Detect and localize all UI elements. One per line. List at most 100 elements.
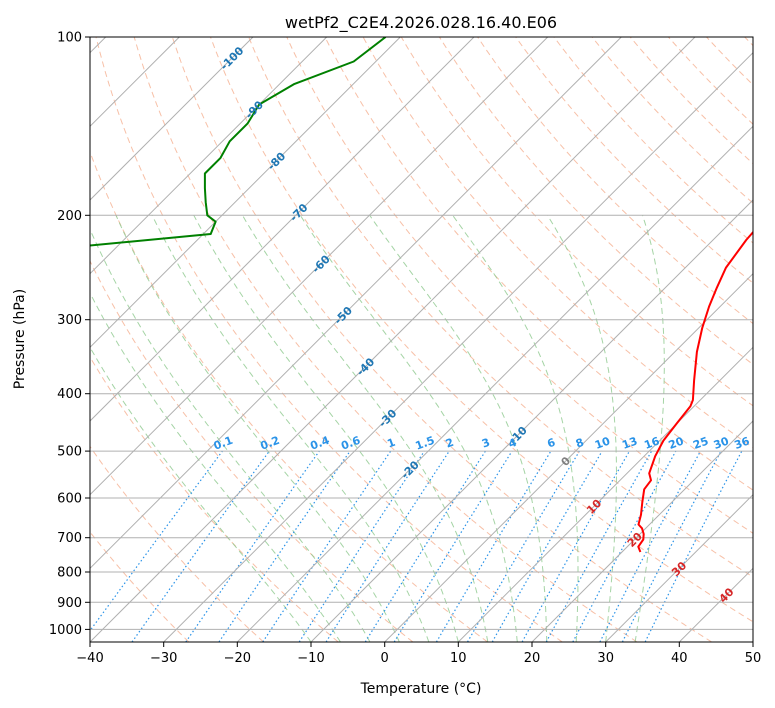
x-tick-label: −10 — [297, 651, 324, 666]
moist-adiabat — [634, 215, 665, 642]
moist-adiabat — [193, 215, 459, 642]
x-tick-label: 10 — [450, 651, 467, 666]
y-tick-label: 100 — [57, 31, 82, 46]
y-axis-label: Pressure (hPa) — [12, 289, 28, 389]
x-tick-label: −40 — [76, 651, 103, 666]
dewpoint-line — [90, 37, 387, 247]
mixing-ratio-label: 2 — [444, 436, 456, 451]
mixing-ratio-label: 1 — [385, 436, 397, 451]
y-tick-label: 800 — [57, 566, 82, 581]
moist-adiabat — [452, 215, 579, 642]
dry-adiabat — [286, 37, 753, 534]
isotherm-line — [384, 272, 753, 642]
y-tick-label: 600 — [57, 492, 82, 507]
mixing-ratio-line — [393, 450, 513, 642]
mixing-ratio-lines — [90, 450, 743, 642]
mixing-ratio-label: 30 — [712, 434, 731, 452]
mixing-ratio-label: 0.2 — [259, 434, 282, 453]
x-axis-ticks: −40 −30 −20 −10 0 10 20 30 40 50 — [76, 642, 761, 666]
mixing-ratio-label: 10 — [593, 434, 612, 452]
mixing-ratio-label: 3 — [480, 436, 492, 451]
isotherm-line — [605, 493, 753, 642]
y-tick-label: 900 — [57, 596, 82, 611]
mixing-ratio-line — [131, 450, 270, 642]
dry-adiabats — [90, 37, 753, 642]
y-tick-label: 500 — [57, 445, 82, 460]
dry-adiabat — [133, 37, 638, 642]
mixing-ratio-label: 6 — [545, 436, 557, 451]
isotherm-line — [457, 346, 753, 642]
isotherm-line — [90, 37, 475, 422]
mixing-ratio-label: 0.6 — [339, 434, 362, 453]
isotherm-line — [310, 199, 753, 642]
y-tick-label: 700 — [57, 531, 82, 546]
moist-adiabat — [547, 215, 617, 642]
dry-adiabat — [95, 37, 563, 642]
mixing-ratio-line — [90, 450, 223, 632]
mixing-ratio-label: 0.1 — [212, 434, 235, 453]
dry-adiabat — [515, 37, 753, 284]
mixing-ratio-label: 36 — [733, 434, 752, 452]
isotherm-line — [90, 37, 254, 201]
x-tick-label: 30 — [597, 651, 614, 666]
isotherm-line — [90, 37, 696, 642]
dry-adiabat — [248, 37, 753, 578]
isotherm-grid — [90, 37, 753, 642]
plot-area: -100-90-80-70-60-50-40-30-20-10010203040… — [90, 37, 753, 642]
dry-adiabat — [90, 259, 414, 642]
y-axis-ticks: 100 200 300 400 500 600 700 800 900 1000 — [49, 31, 90, 638]
mixing-ratio-line — [545, 450, 653, 642]
mixing-ratio-label: 16 — [642, 434, 661, 452]
mixing-ratio-label: 20 — [667, 434, 686, 452]
mixing-ratio-label: 1.5 — [414, 434, 437, 453]
mixing-ratio-labels: 0.1 0.2 0.4 0.6 1 1.5 2 3 4 6 8 10 13 16 20 25 30 36 — [212, 434, 752, 453]
isotherm-line — [90, 37, 549, 496]
x-tick-label: 0 — [381, 651, 389, 666]
y-tick-label: 200 — [57, 209, 82, 224]
isotherm-line — [236, 125, 753, 642]
mixing-ratio-label: 4 — [507, 436, 519, 451]
moist-adiabat — [90, 346, 312, 642]
isotherm-line — [90, 37, 328, 275]
y-tick-label: 1000 — [49, 623, 82, 638]
mixing-ratio-label: 13 — [620, 434, 639, 451]
moist-adiabat — [115, 215, 400, 642]
moist-adiabat — [151, 215, 430, 642]
mixing-ratio-line — [218, 450, 351, 642]
dry-adiabat — [90, 445, 264, 642]
chart-title: wetPf2_C2E4.2026.028.16.40.E06 — [285, 13, 557, 33]
mixing-ratio-line — [298, 450, 425, 642]
plot-frame — [89, 36, 754, 643]
temperature-line — [637, 230, 753, 553]
y-tick-label: 400 — [57, 387, 82, 402]
x-tick-label: 50 — [745, 651, 762, 666]
moist-adiabat — [90, 292, 341, 642]
mixing-ratio-label: 25 — [691, 434, 710, 451]
isotherm-line — [90, 37, 622, 570]
dry-adiabat — [324, 37, 753, 491]
mixing-ratio-label: 0.4 — [309, 434, 332, 453]
mixing-ratio-line — [644, 450, 743, 642]
y-tick-label: 300 — [57, 313, 82, 328]
mixing-ratio-label: 8 — [574, 436, 586, 451]
dry-adiabat — [210, 37, 753, 623]
mixing-ratio-line — [185, 450, 320, 642]
isotherm-line — [163, 51, 753, 642]
dry-adiabat — [171, 37, 712, 642]
x-tick-label: −20 — [224, 651, 251, 666]
moist-adiabat — [369, 215, 548, 642]
x-tick-label: −30 — [150, 651, 177, 666]
mixing-ratio-line — [325, 450, 450, 642]
profile-series — [90, 37, 753, 553]
mixing-ratio-line — [262, 450, 392, 642]
dry-adiabat — [90, 356, 339, 642]
isotherm-line — [531, 420, 753, 642]
x-tick-label: 20 — [524, 651, 541, 666]
x-tick-label: 40 — [671, 651, 688, 666]
x-axis-label: Temperature (°C) — [360, 681, 482, 697]
isotherm-line — [90, 37, 401, 349]
mixing-ratio-line — [572, 450, 677, 642]
mixing-ratio-line — [521, 450, 631, 642]
